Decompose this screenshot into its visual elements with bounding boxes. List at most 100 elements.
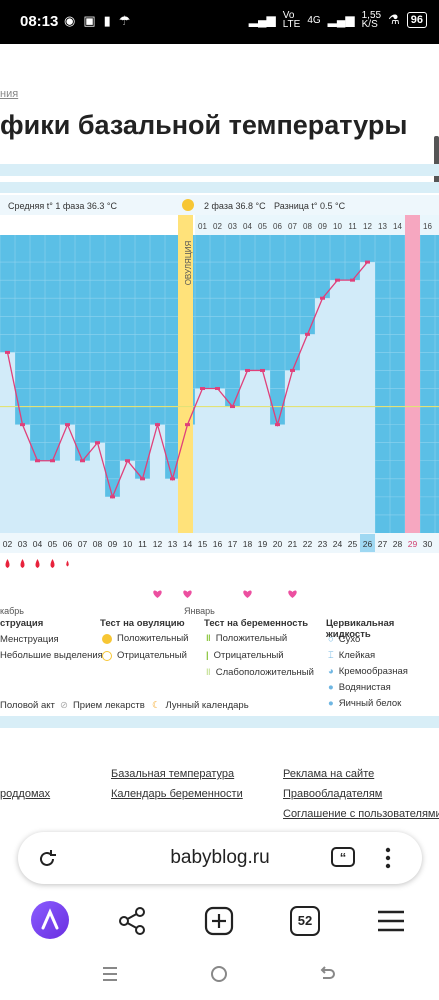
temperature-point[interactable] — [95, 441, 100, 445]
cycle-day-top: 07 — [288, 222, 297, 231]
temperature-point[interactable] — [365, 260, 370, 264]
more-menu-icon[interactable] — [384, 846, 392, 870]
legend-ovulation-test-title: Тест на овуляцию — [100, 618, 185, 629]
temperature-point[interactable] — [20, 423, 25, 427]
cycle-day-bottom[interactable]: 06 — [63, 539, 73, 549]
cycle-day-bottom[interactable]: 18 — [243, 539, 253, 549]
cycle-day-bottom[interactable]: 21 — [288, 539, 298, 549]
dry-circle-icon: ○ — [328, 634, 334, 645]
cycle-day-bottom[interactable]: 14 — [183, 539, 193, 549]
cycle-day-bottom[interactable]: 20 — [273, 539, 283, 549]
cycle-day-bottom[interactable]: 11 — [138, 539, 147, 549]
cycle-day-bottom[interactable]: 19 — [258, 539, 268, 549]
temperature-bar — [270, 424, 285, 533]
temperature-point[interactable] — [275, 423, 280, 427]
cycle-day-bottom[interactable]: 13 — [168, 539, 178, 549]
temperature-point[interactable] — [140, 477, 145, 481]
temperature-point[interactable] — [125, 459, 130, 463]
cycle-day-bottom[interactable]: 15 — [198, 539, 208, 549]
new-tab-icon[interactable] — [204, 906, 234, 936]
temperature-point[interactable] — [80, 459, 85, 463]
status-bar: 08:13 ◉ ▣ ▮ ☂ ▂▄▆ Vo LTE 4G ▂▄▆ 1,55 K/S ⚗… — [0, 0, 439, 44]
cycle-day-bottom[interactable]: 08 — [93, 539, 103, 549]
temperature-point[interactable] — [350, 278, 355, 282]
cycle-day-bottom[interactable]: 26 — [363, 539, 373, 549]
cycle-day-bottom[interactable]: 23 — [318, 539, 328, 549]
cycle-day-bottom[interactable]: 17 — [228, 539, 238, 549]
cycle-day-bottom[interactable]: 24 — [333, 539, 343, 549]
cycle-day-bottom[interactable]: 07 — [78, 539, 88, 549]
breadcrumb[interactable]: ния — [0, 88, 19, 100]
phase1-average: Средняя t° 1 фаза 36.3 °C — [8, 201, 117, 211]
cycle-day-bottom[interactable]: 22 — [303, 539, 313, 549]
cycle-day-top: 06 — [273, 222, 282, 231]
cycle-day-bottom[interactable]: 05 — [48, 539, 58, 549]
sticky-icon: ⌶ — [328, 650, 334, 661]
page-title: фики базальной температуры — [0, 110, 408, 140]
svg-text:“: “ — [340, 850, 347, 865]
back-icon[interactable] — [318, 965, 336, 983]
cycle-day-top: 03 — [228, 222, 237, 231]
footer-link-rights[interactable]: Правообладателям — [283, 788, 383, 800]
cycle-day-bottom[interactable]: 04 — [33, 539, 43, 549]
cycle-day-bottom[interactable]: 30 — [423, 539, 433, 549]
reload-icon[interactable] — [36, 848, 58, 870]
cycle-day-bottom[interactable]: 16 — [213, 539, 223, 549]
temperature-point[interactable] — [5, 350, 10, 354]
temperature-point[interactable] — [50, 459, 55, 463]
menstruation-drop-icon — [66, 560, 69, 567]
footer-link-pregnancy-calendar[interactable]: Календарь беременности — [111, 788, 243, 800]
temperature-point[interactable] — [230, 405, 235, 409]
temperature-point[interactable] — [245, 368, 250, 372]
temperature-bar — [60, 424, 75, 533]
footer-link-agreement[interactable]: Соглашение с пользователями — [283, 808, 439, 820]
temperature-point[interactable] — [290, 368, 295, 372]
quote-icon[interactable]: “ — [330, 846, 356, 870]
phase2-average: 2 фаза 36.8 °C — [204, 201, 266, 211]
cycle-day-bottom[interactable]: 02 — [3, 539, 13, 549]
temperature-point[interactable] — [110, 495, 115, 499]
temperature-point[interactable] — [155, 423, 160, 427]
footer-link-maternity[interactable]: роддомах — [0, 788, 51, 800]
legend-pregnancy-positive: ‖ Положительный — [206, 633, 288, 644]
temperature-point[interactable] — [170, 477, 175, 481]
cycle-day-bottom[interactable]: 12 — [153, 539, 163, 549]
address-bar[interactable]: babyblog.ru “ — [18, 832, 422, 884]
temperature-point[interactable] — [65, 423, 70, 427]
yellow-circle-icon — [102, 633, 112, 644]
cycle-day-bottom[interactable]: 28 — [393, 539, 403, 549]
menstruation-drop-icon — [50, 559, 55, 568]
cycle-day-bottom[interactable]: 25 — [348, 539, 358, 549]
temperature-bar — [15, 424, 30, 533]
cycle-day-row-bottom — [0, 533, 439, 553]
hamburger-menu-icon[interactable] — [376, 908, 406, 934]
cycle-day-bottom[interactable]: 27 — [378, 539, 388, 549]
url-text[interactable]: babyblog.ru — [170, 847, 270, 868]
temperature-point[interactable] — [185, 423, 190, 427]
footer-link-basal[interactable]: Базальная температура — [111, 768, 235, 780]
temperature-bar — [195, 388, 210, 533]
temperature-point[interactable] — [35, 459, 40, 463]
share-icon[interactable] — [118, 906, 148, 936]
alice-assistant-icon[interactable] — [30, 900, 70, 940]
cycle-day-bottom[interactable]: 29 — [408, 539, 418, 549]
temperature-bar — [30, 460, 45, 533]
temperature-point[interactable] — [335, 278, 340, 282]
temperature-bar — [225, 406, 240, 533]
cycle-day-bottom[interactable]: 09 — [108, 539, 118, 549]
tabs-counter-button[interactable]: 52 — [290, 906, 320, 936]
temperature-point[interactable] — [320, 296, 325, 300]
cycle-day-bottom[interactable]: 03 — [18, 539, 28, 549]
moon-icon: ☾ — [152, 700, 161, 711]
cycle-day-bottom[interactable]: 10 — [123, 539, 133, 549]
temperature-point[interactable] — [215, 387, 220, 391]
recents-icon[interactable] — [101, 965, 119, 983]
legend-ovulation-negative: Отрицательный — [102, 650, 187, 661]
home-icon[interactable] — [210, 965, 228, 983]
temperature-point[interactable] — [260, 368, 265, 372]
legend-cervical-creamy: ◕ Кремообразная — [328, 666, 408, 677]
footer-link-ads[interactable]: Реклама на сайте — [283, 768, 375, 780]
temperature-point[interactable] — [200, 387, 205, 391]
legend-cervical-watery: ● Водянистая — [328, 682, 391, 693]
temperature-point[interactable] — [305, 332, 310, 336]
